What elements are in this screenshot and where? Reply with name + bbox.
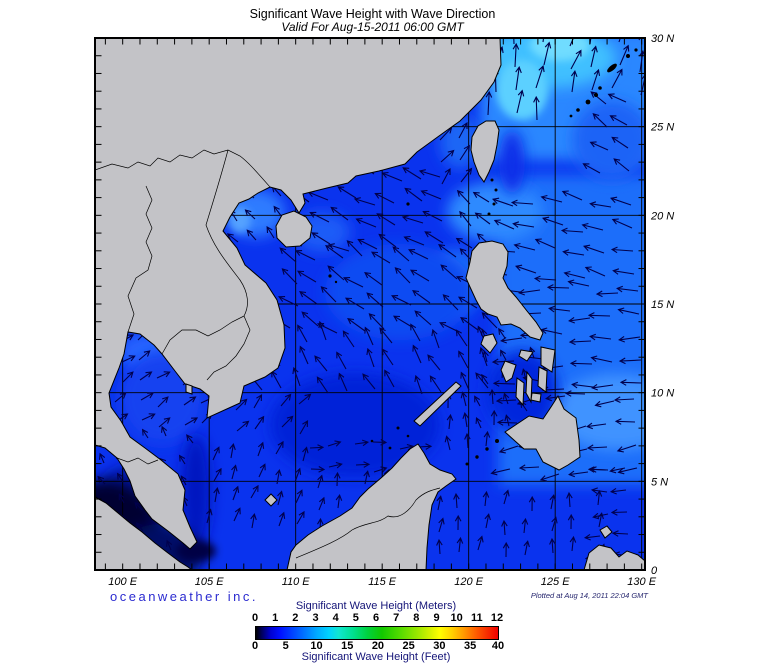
legend-colorbar: [255, 626, 499, 640]
land-borneo: [286, 443, 457, 570]
land-luzon: [465, 240, 544, 341]
land-sumatra: [95, 496, 193, 570]
svg-text:30 N: 30 N: [651, 33, 674, 45]
svg-text:20 N: 20 N: [650, 210, 674, 222]
land-leyte: [537, 366, 548, 393]
legend-meter-tick: 12: [490, 612, 504, 624]
axis-labels: 100 E 105 E 110 E 115 E 120 E 125 E 130 E 30 N 2…: [108, 33, 674, 588]
land-negros: [515, 377, 525, 407]
legend-feet-tick: 15: [341, 640, 354, 652]
svg-text:25 N: 25 N: [650, 122, 674, 134]
legend-meter-tick: 5: [352, 612, 359, 624]
pratas: [406, 202, 410, 206]
legend-feet-tick: 0: [251, 640, 259, 652]
land-hainan: [275, 210, 313, 248]
land-taiwan: [470, 120, 500, 183]
land-cebu: [525, 370, 533, 404]
valid-time-subtitle: Valid For Aug-15-2011 06:00 GMT: [281, 20, 464, 34]
legend-feet-tick: 40: [491, 640, 505, 652]
svg-text:100 E: 100 E: [108, 576, 137, 588]
svg-text:10 N: 10 N: [651, 388, 674, 400]
legend-meter-tick: 11: [471, 612, 483, 624]
legend-feet-tick: 5: [282, 640, 289, 652]
legend-title-feet: Significant Wave Height (Feet): [301, 651, 451, 663]
land-phu-quoc: [185, 383, 193, 395]
spratlys: [396, 426, 400, 430]
land-bohol: [530, 392, 542, 403]
legend-feet-tick: 30: [433, 640, 446, 652]
legend-meter-tick: 10: [450, 612, 463, 624]
svg-text:110 E: 110 E: [282, 576, 311, 588]
land-samar: [540, 346, 556, 373]
land-palawan: [413, 381, 462, 427]
legend-feet-tick: 35: [464, 640, 477, 652]
svg-text:120 E: 120 E: [454, 576, 483, 588]
legend-title-meters: Significant Wave Height (Meters): [295, 600, 457, 612]
land-sulawesi-halmahera: [583, 544, 645, 570]
legend-meter-tick: 6: [372, 612, 380, 624]
ryukyu-okinawa: [607, 63, 617, 73]
plotted-timestamp: Plotted at Aug 14, 2011 22:04 GMT: [530, 591, 648, 600]
legend-meter-tick: 3: [312, 612, 319, 624]
land-panay: [500, 360, 517, 383]
svg-text:125 E: 125 E: [541, 576, 570, 588]
paracels: [328, 274, 332, 278]
sulawesi-speck: [599, 525, 613, 539]
legend-feet-tick: 25: [402, 640, 415, 652]
svg-text:0: 0: [651, 565, 658, 577]
legend-meter-tick: 8: [413, 612, 420, 624]
land-mindanao: [504, 394, 581, 471]
land-layer: [95, 38, 645, 570]
svg-text:15 N: 15 N: [651, 299, 674, 311]
axis-ticks: [96, 39, 644, 569]
legend-meter-tick: 1: [272, 612, 279, 624]
land-natuna: [264, 493, 278, 507]
sulu-chain: [495, 439, 499, 443]
legend-meter-tick: 9: [433, 612, 440, 624]
legend-meter-tick: 4: [332, 612, 339, 624]
land-mindoro: [480, 333, 498, 354]
legend-meter-tick: 7: [393, 612, 400, 624]
oceanweather-logo-text: oceanweather inc.: [110, 589, 259, 604]
svg-text:130 E: 130 E: [627, 576, 656, 588]
legend-feet-tick: 20: [371, 640, 385, 652]
country-borders: [95, 149, 441, 559]
legend-meter-tick: 2: [292, 612, 299, 624]
legend-meter-tick: 0: [251, 612, 259, 624]
legend-feet-tick: 10: [310, 640, 323, 652]
small-islands: [328, 48, 638, 539]
map-frame: [94, 37, 646, 571]
land-asia-mainland: [95, 38, 502, 550]
svg-text:105 E: 105 E: [195, 576, 224, 588]
batanes: [490, 178, 494, 182]
svg-text:115 E: 115 E: [368, 576, 397, 588]
svg-text:5 N: 5 N: [651, 476, 668, 488]
land-masbate: [518, 349, 534, 362]
page-title: Significant Wave Height with Wave Direct…: [249, 7, 496, 21]
